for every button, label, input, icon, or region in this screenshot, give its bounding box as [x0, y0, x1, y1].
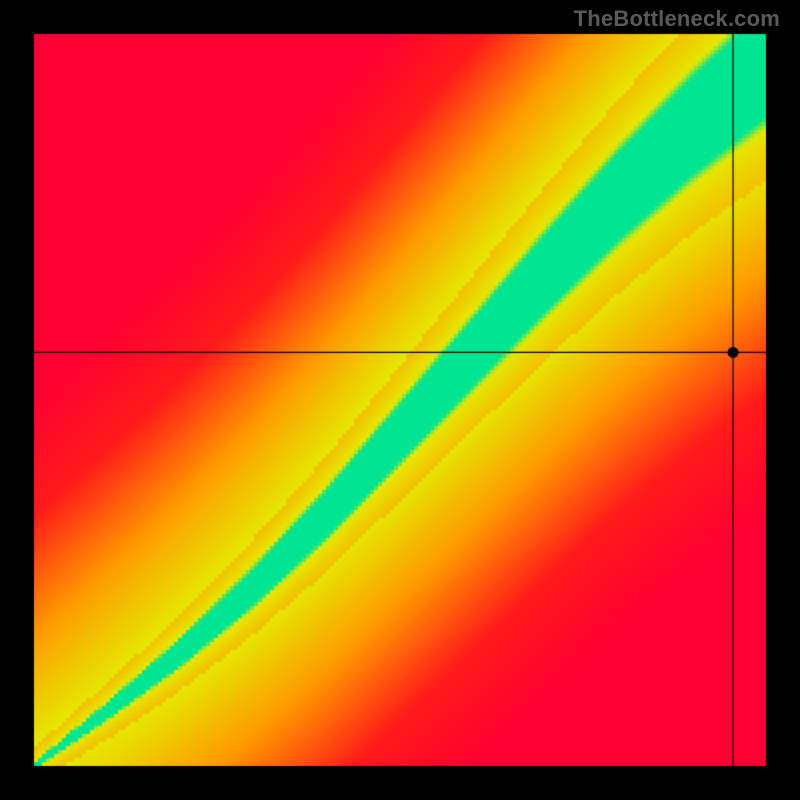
- watermark-text: TheBottleneck.com: [574, 6, 780, 32]
- chart-frame: [0, 0, 800, 800]
- bottleneck-heatmap: [0, 0, 800, 800]
